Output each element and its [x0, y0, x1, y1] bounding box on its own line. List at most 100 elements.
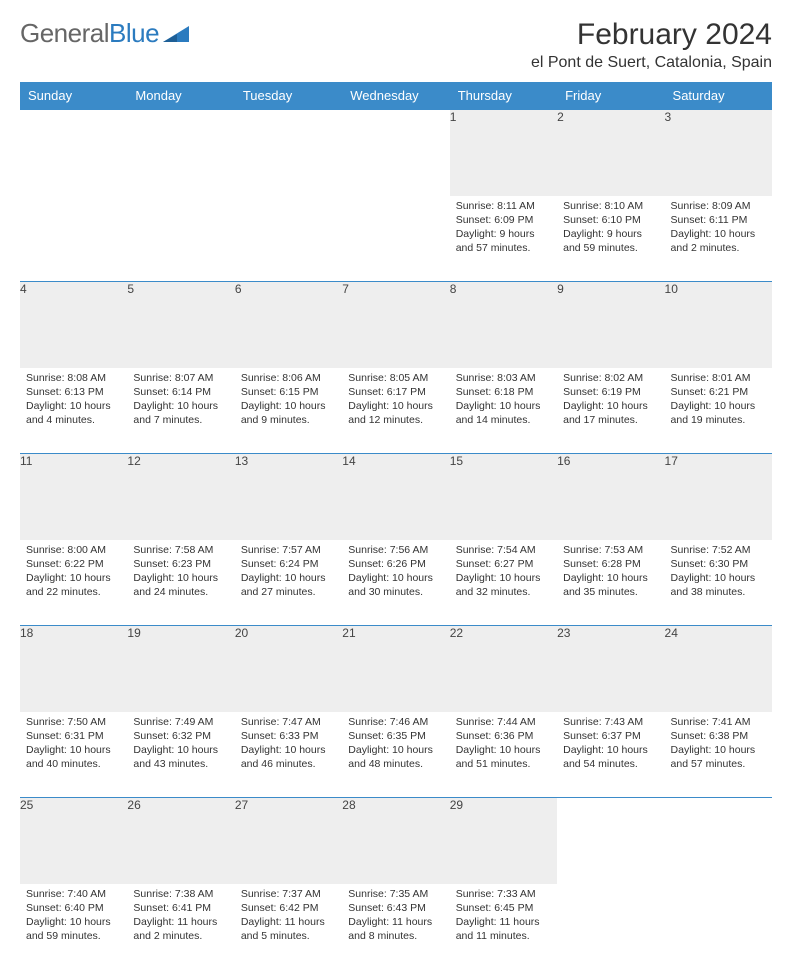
- day-header: Tuesday: [235, 82, 342, 110]
- day-number-row: 18192021222324: [20, 626, 772, 712]
- day-details: Sunrise: 7:37 AMSunset: 6:42 PMDaylight:…: [235, 884, 342, 950]
- day-cell: Sunrise: 8:07 AMSunset: 6:14 PMDaylight:…: [127, 368, 234, 454]
- day-number-row: 2526272829: [20, 798, 772, 884]
- day-number: 25: [20, 798, 127, 884]
- day-number: 29: [450, 798, 557, 884]
- day-cell: Sunrise: 7:50 AMSunset: 6:31 PMDaylight:…: [20, 712, 127, 798]
- day-number: 16: [557, 454, 664, 540]
- day-number: 9: [557, 282, 664, 368]
- day-cell: Sunrise: 7:40 AMSunset: 6:40 PMDaylight:…: [20, 884, 127, 970]
- day-details: Sunrise: 8:02 AMSunset: 6:19 PMDaylight:…: [557, 368, 664, 434]
- day-number: [127, 110, 234, 196]
- day-number: [235, 110, 342, 196]
- day-details: Sunrise: 8:05 AMSunset: 6:17 PMDaylight:…: [342, 368, 449, 434]
- day-number: 3: [665, 110, 772, 196]
- day-cell: [557, 884, 664, 970]
- day-number: 28: [342, 798, 449, 884]
- day-cell: Sunrise: 7:41 AMSunset: 6:38 PMDaylight:…: [665, 712, 772, 798]
- day-cell: Sunrise: 7:38 AMSunset: 6:41 PMDaylight:…: [127, 884, 234, 970]
- day-details: Sunrise: 7:33 AMSunset: 6:45 PMDaylight:…: [450, 884, 557, 950]
- day-cell: Sunrise: 8:06 AMSunset: 6:15 PMDaylight:…: [235, 368, 342, 454]
- day-cell: Sunrise: 8:00 AMSunset: 6:22 PMDaylight:…: [20, 540, 127, 626]
- day-cell: Sunrise: 7:46 AMSunset: 6:35 PMDaylight:…: [342, 712, 449, 798]
- day-cell: Sunrise: 8:01 AMSunset: 6:21 PMDaylight:…: [665, 368, 772, 454]
- day-details: Sunrise: 8:09 AMSunset: 6:11 PMDaylight:…: [665, 196, 772, 262]
- day-cell: Sunrise: 8:05 AMSunset: 6:17 PMDaylight:…: [342, 368, 449, 454]
- day-details: Sunrise: 7:44 AMSunset: 6:36 PMDaylight:…: [450, 712, 557, 778]
- day-number: [557, 798, 664, 884]
- day-cell: Sunrise: 7:43 AMSunset: 6:37 PMDaylight:…: [557, 712, 664, 798]
- day-details: Sunrise: 7:49 AMSunset: 6:32 PMDaylight:…: [127, 712, 234, 778]
- day-number: 12: [127, 454, 234, 540]
- day-number: 14: [342, 454, 449, 540]
- day-details: Sunrise: 8:08 AMSunset: 6:13 PMDaylight:…: [20, 368, 127, 434]
- day-details: Sunrise: 7:54 AMSunset: 6:27 PMDaylight:…: [450, 540, 557, 606]
- day-number: 17: [665, 454, 772, 540]
- day-details: Sunrise: 8:07 AMSunset: 6:14 PMDaylight:…: [127, 368, 234, 434]
- day-number-row: 123: [20, 110, 772, 196]
- day-details: Sunrise: 7:46 AMSunset: 6:35 PMDaylight:…: [342, 712, 449, 778]
- day-number-row: 11121314151617: [20, 454, 772, 540]
- day-details: Sunrise: 8:00 AMSunset: 6:22 PMDaylight:…: [20, 540, 127, 606]
- day-cell: Sunrise: 8:03 AMSunset: 6:18 PMDaylight:…: [450, 368, 557, 454]
- day-cell: Sunrise: 7:44 AMSunset: 6:36 PMDaylight:…: [450, 712, 557, 798]
- day-cell: [665, 884, 772, 970]
- day-number: 21: [342, 626, 449, 712]
- day-cell: Sunrise: 7:47 AMSunset: 6:33 PMDaylight:…: [235, 712, 342, 798]
- day-details: Sunrise: 7:41 AMSunset: 6:38 PMDaylight:…: [665, 712, 772, 778]
- day-number: 8: [450, 282, 557, 368]
- day-details: Sunrise: 7:50 AMSunset: 6:31 PMDaylight:…: [20, 712, 127, 778]
- day-content-row: Sunrise: 7:50 AMSunset: 6:31 PMDaylight:…: [20, 712, 772, 798]
- day-cell: Sunrise: 8:10 AMSunset: 6:10 PMDaylight:…: [557, 196, 664, 282]
- day-details: Sunrise: 7:56 AMSunset: 6:26 PMDaylight:…: [342, 540, 449, 606]
- brand-logo: GeneralBlue: [20, 18, 191, 49]
- day-details: Sunrise: 7:57 AMSunset: 6:24 PMDaylight:…: [235, 540, 342, 606]
- header: GeneralBlue February 2024 el Pont de Sue…: [20, 18, 772, 72]
- day-content-row: Sunrise: 8:11 AMSunset: 6:09 PMDaylight:…: [20, 196, 772, 282]
- day-content-row: Sunrise: 8:00 AMSunset: 6:22 PMDaylight:…: [20, 540, 772, 626]
- day-cell: Sunrise: 8:02 AMSunset: 6:19 PMDaylight:…: [557, 368, 664, 454]
- title-block: February 2024 el Pont de Suert, Cataloni…: [531, 18, 772, 72]
- day-details: Sunrise: 8:03 AMSunset: 6:18 PMDaylight:…: [450, 368, 557, 434]
- day-details: Sunrise: 7:35 AMSunset: 6:43 PMDaylight:…: [342, 884, 449, 950]
- day-number: 18: [20, 626, 127, 712]
- day-details: Sunrise: 7:53 AMSunset: 6:28 PMDaylight:…: [557, 540, 664, 606]
- location-text: el Pont de Suert, Catalonia, Spain: [531, 54, 772, 72]
- day-cell: Sunrise: 7:52 AMSunset: 6:30 PMDaylight:…: [665, 540, 772, 626]
- day-header: Friday: [557, 82, 664, 110]
- day-number-row: 45678910: [20, 282, 772, 368]
- day-cell: [342, 196, 449, 282]
- day-number: 27: [235, 798, 342, 884]
- brand-part2: Blue: [109, 18, 159, 49]
- day-details: Sunrise: 8:10 AMSunset: 6:10 PMDaylight:…: [557, 196, 664, 262]
- day-number: [342, 110, 449, 196]
- day-details: Sunrise: 7:40 AMSunset: 6:40 PMDaylight:…: [20, 884, 127, 950]
- day-number: 5: [127, 282, 234, 368]
- day-header: Saturday: [665, 82, 772, 110]
- brand-triangle-icon: [163, 24, 191, 44]
- day-cell: Sunrise: 7:33 AMSunset: 6:45 PMDaylight:…: [450, 884, 557, 970]
- month-title: February 2024: [531, 18, 772, 52]
- day-number: 11: [20, 454, 127, 540]
- day-number: 4: [20, 282, 127, 368]
- day-number: 20: [235, 626, 342, 712]
- day-number: 19: [127, 626, 234, 712]
- day-details: Sunrise: 7:58 AMSunset: 6:23 PMDaylight:…: [127, 540, 234, 606]
- day-details: Sunrise: 8:06 AMSunset: 6:15 PMDaylight:…: [235, 368, 342, 434]
- day-number: 22: [450, 626, 557, 712]
- day-details: Sunrise: 8:11 AMSunset: 6:09 PMDaylight:…: [450, 196, 557, 262]
- day-number: 7: [342, 282, 449, 368]
- day-cell: Sunrise: 8:08 AMSunset: 6:13 PMDaylight:…: [20, 368, 127, 454]
- day-cell: Sunrise: 7:35 AMSunset: 6:43 PMDaylight:…: [342, 884, 449, 970]
- calendar-header-row: SundayMondayTuesdayWednesdayThursdayFrid…: [20, 82, 772, 110]
- day-header: Thursday: [450, 82, 557, 110]
- day-number: 2: [557, 110, 664, 196]
- day-number: 13: [235, 454, 342, 540]
- day-cell: [20, 196, 127, 282]
- day-cell: [235, 196, 342, 282]
- day-number: 23: [557, 626, 664, 712]
- day-number: [665, 798, 772, 884]
- day-details: Sunrise: 7:43 AMSunset: 6:37 PMDaylight:…: [557, 712, 664, 778]
- day-cell: [127, 196, 234, 282]
- day-number: 15: [450, 454, 557, 540]
